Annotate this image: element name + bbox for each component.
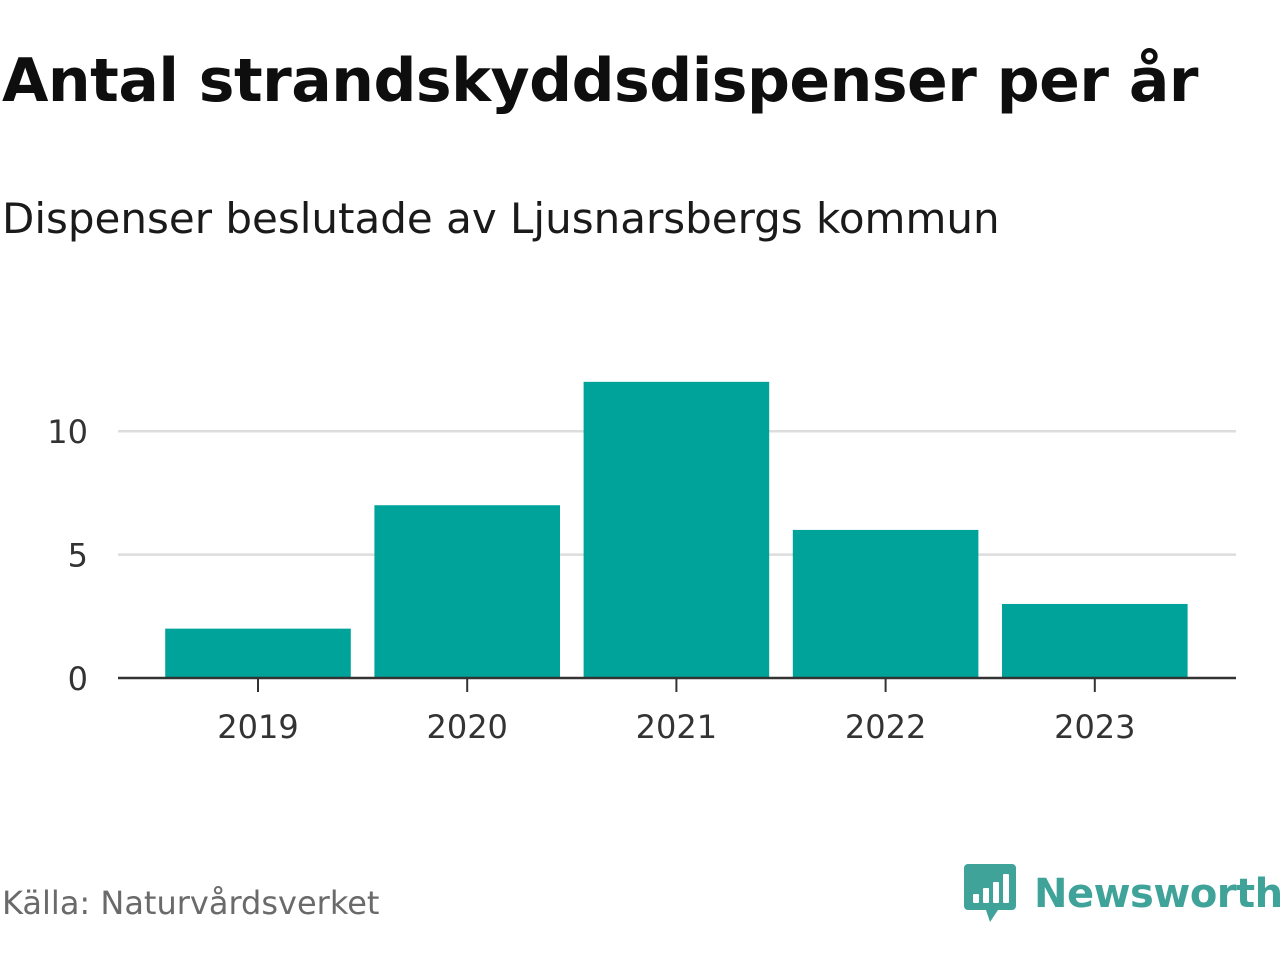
bar-2022 — [792, 529, 979, 678]
x-tick-label: 2019 — [217, 708, 298, 746]
y-tick-label: 5 — [68, 537, 88, 575]
newsworthy-logo-icon — [964, 864, 1016, 922]
brand-name: Newsworthy — [1034, 871, 1280, 917]
x-tick-label: 2022 — [845, 708, 926, 746]
bar-2021 — [583, 381, 770, 678]
y-tick-label: 10 — [47, 413, 88, 451]
bar-2023 — [1002, 603, 1188, 678]
chart-subtitle: Dispenser beslutade av Ljusnarsbergs kom… — [2, 194, 1000, 243]
x-tick-label: 2020 — [426, 708, 507, 746]
x-tick-label: 2021 — [636, 708, 717, 746]
brand-logo: Newsworthy — [964, 864, 1280, 924]
x-tick-label: 2023 — [1054, 708, 1135, 746]
source-note: Källa: Naturvårdsverket — [2, 884, 380, 922]
bar-2019 — [165, 628, 351, 678]
bar-2020 — [374, 505, 560, 678]
chart-title: Antal strandskyddsdispenser per år — [2, 46, 1198, 116]
y-tick-label: 0 — [68, 660, 88, 698]
axes: 0 5 10 2019 2020 2021 2022 2023 — [47, 413, 1236, 746]
bars — [165, 381, 1188, 678]
